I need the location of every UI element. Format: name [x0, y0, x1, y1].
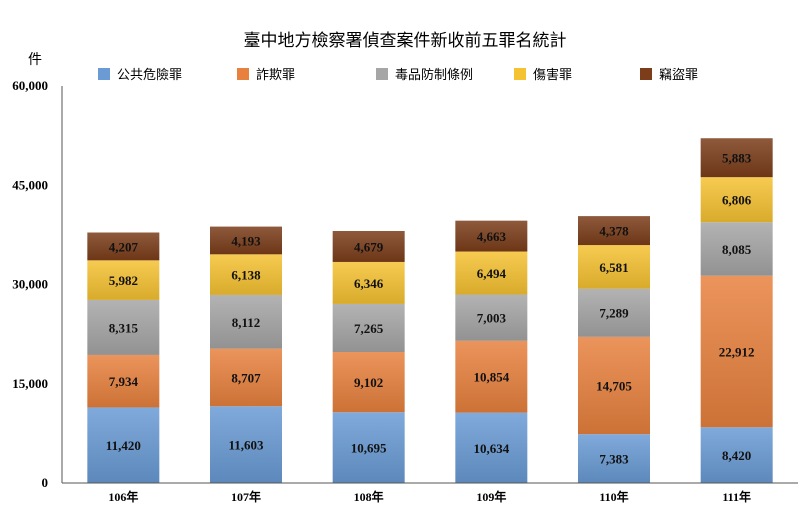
bar-segment-傷害罪	[210, 254, 282, 295]
x-tick-label: 106年	[108, 489, 138, 504]
data-label: 14,705	[596, 379, 632, 394]
x-axis-ticks: 106年 107年 108年 109年 110年 111年	[108, 489, 751, 504]
bar-segment-傷害罪	[455, 251, 528, 295]
bar-stack-110年: 7,383 14,705 7,289 6,581 4,378	[578, 216, 650, 483]
bar-segment-毒品防制條例	[87, 299, 160, 355]
legend-item-毒品防制條例: 毒品防制條例	[376, 67, 473, 83]
bar-segment-詐欺罪	[578, 336, 650, 435]
legend-swatch	[237, 68, 249, 80]
data-label: 7,003	[477, 311, 507, 326]
data-label: 6,138	[231, 268, 261, 283]
data-label: 22,912	[719, 344, 755, 359]
legend-item-公共危險罪: 公共危險罪	[98, 68, 182, 83]
bar-segment-詐欺罪	[700, 275, 773, 428]
y-tick-label: 45,000	[12, 177, 48, 192]
data-label: 4,679	[354, 239, 384, 254]
bar-segment-竊盜罪	[455, 220, 528, 252]
bar-stack-107年: 11,603 8,707 8,112 6,138 4,193	[210, 226, 282, 483]
legend-label: 公共危險罪	[117, 68, 182, 83]
data-label: 8,707	[231, 370, 261, 385]
x-tick-label: 110年	[599, 489, 628, 504]
bar-segment-竊盜罪	[210, 226, 282, 255]
legend-label: 毒品防制條例	[395, 67, 473, 83]
data-label: 8,315	[109, 320, 139, 335]
legend-label: 詐欺罪	[256, 67, 295, 83]
data-label: 8,085	[722, 242, 752, 257]
data-label: 6,346	[354, 276, 384, 291]
x-tick-label: 111年	[722, 489, 751, 504]
bar-segment-竊盜罪	[332, 230, 405, 262]
bar-segment-竊盜罪	[700, 138, 773, 178]
data-label: 6,581	[599, 260, 628, 275]
x-tick-label: 108年	[354, 489, 384, 504]
data-label: 5,982	[109, 273, 138, 288]
bar-segment-公共危險罪	[210, 406, 282, 483]
bar-segment-詐欺罪	[87, 354, 160, 408]
bar-segment-毒品防制條例	[700, 222, 773, 276]
bar-segment-毒品防制條例	[210, 294, 282, 349]
legend-item-傷害罪: 傷害罪	[514, 67, 572, 83]
y-tick-label: 60,000	[12, 78, 48, 93]
bar-segment-毒品防制條例	[578, 288, 650, 337]
bar-segment-詐欺罪	[455, 340, 528, 413]
y-tick-label: 30,000	[12, 277, 48, 292]
x-tick-label: 109年	[476, 489, 506, 504]
data-label: 7,383	[599, 452, 629, 467]
data-label: 9,102	[354, 375, 383, 390]
bar-stack-109年: 10,634 10,854 7,003 6,494 4,663	[455, 220, 528, 483]
data-label: 6,806	[722, 193, 752, 208]
bar-segment-毒品防制條例	[455, 294, 528, 341]
y-tick-label: 15,000	[12, 376, 48, 391]
bar-stack-111年: 8,420 22,912 8,085 6,806 5,883	[700, 138, 773, 483]
data-label: 10,695	[351, 441, 387, 456]
bar-segment-公共危險罪	[700, 427, 773, 483]
data-label: 4,193	[231, 233, 261, 248]
bar-segment-傷害罪	[578, 245, 650, 289]
y-tick-label: 0	[42, 475, 49, 490]
data-label: 4,378	[599, 224, 629, 239]
data-label: 10,854	[473, 370, 509, 385]
data-label: 4,663	[477, 229, 507, 244]
legend: 公共危險罪 詐欺罪 毒品防制條例 傷害罪 竊盜罪	[98, 67, 698, 83]
data-label: 6,494	[477, 266, 507, 281]
bar-segment-傷害罪	[332, 261, 405, 304]
legend-item-詐欺罪: 詐欺罪	[237, 67, 295, 83]
chart-title: 臺中地方檢察署偵查案件新收前五罪名統計	[244, 31, 567, 51]
bar-segment-詐欺罪	[332, 352, 405, 413]
data-label: 7,265	[354, 321, 384, 336]
data-label: 11,603	[228, 438, 264, 453]
legend-swatch	[376, 68, 388, 80]
data-label: 7,934	[109, 374, 139, 389]
data-label: 4,207	[109, 239, 139, 254]
legend-label: 竊盜罪	[659, 67, 698, 83]
bar-stack-108年: 10,695 9,102 7,265 6,346 4,679	[332, 230, 405, 483]
data-label: 5,883	[722, 151, 752, 166]
bar-segment-傷害罪	[700, 177, 773, 223]
bar-segment-公共危險罪	[332, 412, 405, 483]
bar-segment-詐欺罪	[210, 348, 282, 407]
bar-segment-竊盜罪	[87, 232, 160, 261]
legend-item-竊盜罪: 竊盜罪	[640, 67, 698, 83]
legend-swatch	[98, 68, 110, 80]
data-label: 8,112	[232, 315, 261, 330]
legend-label: 傷害罪	[533, 67, 572, 83]
y-axis-ticks: 0 15,000 30,000 45,000 60,000	[12, 78, 48, 490]
bar-segment-公共危險罪	[578, 434, 650, 483]
bar-segment-傷害罪	[87, 260, 160, 300]
y-axis-label: 件	[28, 52, 42, 68]
x-tick-label: 107年	[231, 489, 261, 504]
bar-segment-竊盜罪	[578, 216, 650, 246]
bar-segment-公共危險罪	[455, 412, 528, 483]
data-label: 10,634	[473, 441, 509, 456]
bar-segment-毒品防制條例	[332, 303, 405, 353]
bar-segment-公共危險罪	[87, 407, 160, 483]
bars: 11,420 7,934 8,315 5,982 4,207 11,603 8,707 8,1…	[87, 138, 773, 483]
bar-stack-106年: 11,420 7,934 8,315 5,982 4,207	[87, 232, 160, 483]
data-label: 8,420	[722, 448, 751, 463]
data-label: 11,420	[106, 438, 141, 453]
legend-swatch	[514, 68, 526, 80]
legend-swatch	[640, 68, 652, 80]
data-label: 7,289	[599, 306, 629, 321]
